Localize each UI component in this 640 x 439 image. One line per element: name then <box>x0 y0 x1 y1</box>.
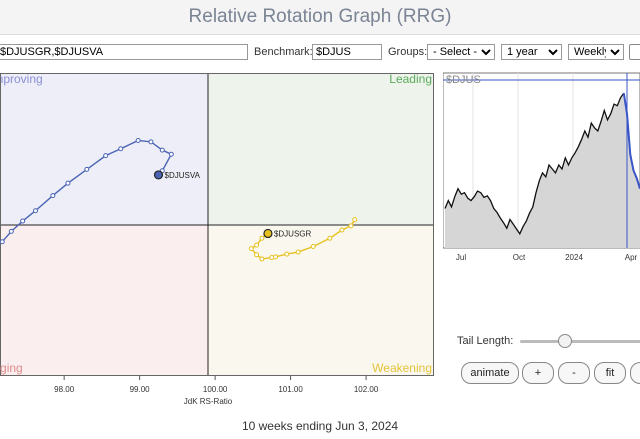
series-tail-point <box>118 146 124 152</box>
zoom-in-button[interactable]: + <box>522 362 554 384</box>
series-tail-point <box>295 249 301 255</box>
benchmark-price-chart: $DJUS Jul Oct 2024 Apr <box>443 72 640 262</box>
series-tail-point <box>248 246 254 252</box>
series-label: $DJUSGR <box>274 229 312 238</box>
series-tail-point <box>32 208 38 214</box>
series-tail-point <box>284 251 290 257</box>
series-tail-point <box>148 139 154 145</box>
series-tail-point <box>159 147 165 153</box>
quadrant-improving <box>0 73 208 225</box>
page-title: Relative Rotation Graph (RRG) <box>0 0 640 35</box>
price-line <box>444 92 625 236</box>
rrg-series-layer: $DJUSVA $DJUSGR <box>0 137 358 262</box>
x-axis-ticks: 98.00 99.00 100.00 101.00 102.00 <box>54 376 379 394</box>
groups-label: Groups: <box>388 46 428 58</box>
quadrant-weakening <box>208 225 434 376</box>
series-tail-point <box>310 244 316 250</box>
series-tail-point <box>0 239 5 245</box>
series-tail-point <box>103 153 109 159</box>
rrg-plot: Improving Leading Lagging Weakening 98.0… <box>0 72 434 406</box>
settings-button[interactable] <box>629 44 640 60</box>
price-line-recent <box>622 92 640 189</box>
series-head-point[interactable] <box>153 170 164 180</box>
x-tick-label: 102.00 <box>354 385 379 394</box>
price-x-tick-label: Apr <box>625 253 638 262</box>
x-axis-label: JdK RS-Ratio <box>184 397 233 406</box>
series-tail-point <box>65 180 71 186</box>
series-tail-point <box>339 227 345 233</box>
x-tick-label: 100.00 <box>203 385 228 394</box>
series-tail-point <box>254 252 260 258</box>
quadrant-label-lagging: Lagging <box>0 361 23 375</box>
quadrant-leading <box>208 73 434 225</box>
controls-bar: Benchmark: Groups: - Select - 1 year Wee… <box>0 42 640 64</box>
series-tail-point <box>168 151 174 157</box>
benchmark-label: Benchmark: <box>254 46 313 58</box>
series-label: $DJUSVA <box>165 171 201 180</box>
price-x-tick-label: Oct <box>513 253 526 262</box>
symbols-input[interactable] <box>0 44 248 60</box>
animate-button[interactable]: animate <box>461 362 519 384</box>
series-tail-point <box>135 137 141 143</box>
quadrant-lagging <box>0 225 208 376</box>
series-tail-point <box>50 193 56 199</box>
extra-control-button[interactable] <box>630 362 640 384</box>
series-tail-point <box>254 242 260 248</box>
series-tail-point <box>8 228 14 234</box>
quadrant-label-leading: Leading <box>389 72 432 86</box>
period-caption: 10 weeks ending Jun 3, 2024 <box>241 419 399 433</box>
series-tail-point <box>327 235 333 241</box>
x-tick-label: 99.00 <box>130 385 151 394</box>
groups-select[interactable]: - Select - <box>427 44 495 60</box>
rrg-plot-border <box>0 73 434 376</box>
tail-length-slider[interactable] <box>520 340 640 343</box>
quadrant-label-weakening: Weakening <box>372 361 432 375</box>
series-tail-point <box>84 166 90 172</box>
tail-length-slider-thumb[interactable] <box>558 334 572 348</box>
tail-length-label: Tail Length: <box>457 335 514 347</box>
price-x-tick-label: Jul <box>456 253 466 262</box>
series-head-point[interactable] <box>263 228 273 239</box>
frequency-select[interactable]: Weekly <box>568 44 624 60</box>
x-tick-label: 101.00 <box>278 385 303 394</box>
series-tail-point <box>259 235 265 241</box>
series-tail-point <box>269 255 275 261</box>
price-chart-symbol: $DJUS <box>446 74 481 86</box>
benchmark-input[interactable] <box>312 44 382 60</box>
price-x-axis-ticks: Jul Oct 2024 Apr <box>456 253 638 262</box>
price-x-tick-label: 2024 <box>565 253 583 262</box>
x-tick-label: 98.00 <box>54 385 75 394</box>
fit-button[interactable]: fit <box>594 362 626 384</box>
series-tail-point <box>20 218 26 224</box>
series-tail-point <box>352 217 358 223</box>
period-select[interactable]: 1 year <box>501 44 562 60</box>
series-tail-point <box>348 223 354 229</box>
quadrant-label-improving: Improving <box>0 72 43 86</box>
series-tail-point <box>259 256 265 262</box>
zoom-out-button[interactable]: - <box>558 362 590 384</box>
